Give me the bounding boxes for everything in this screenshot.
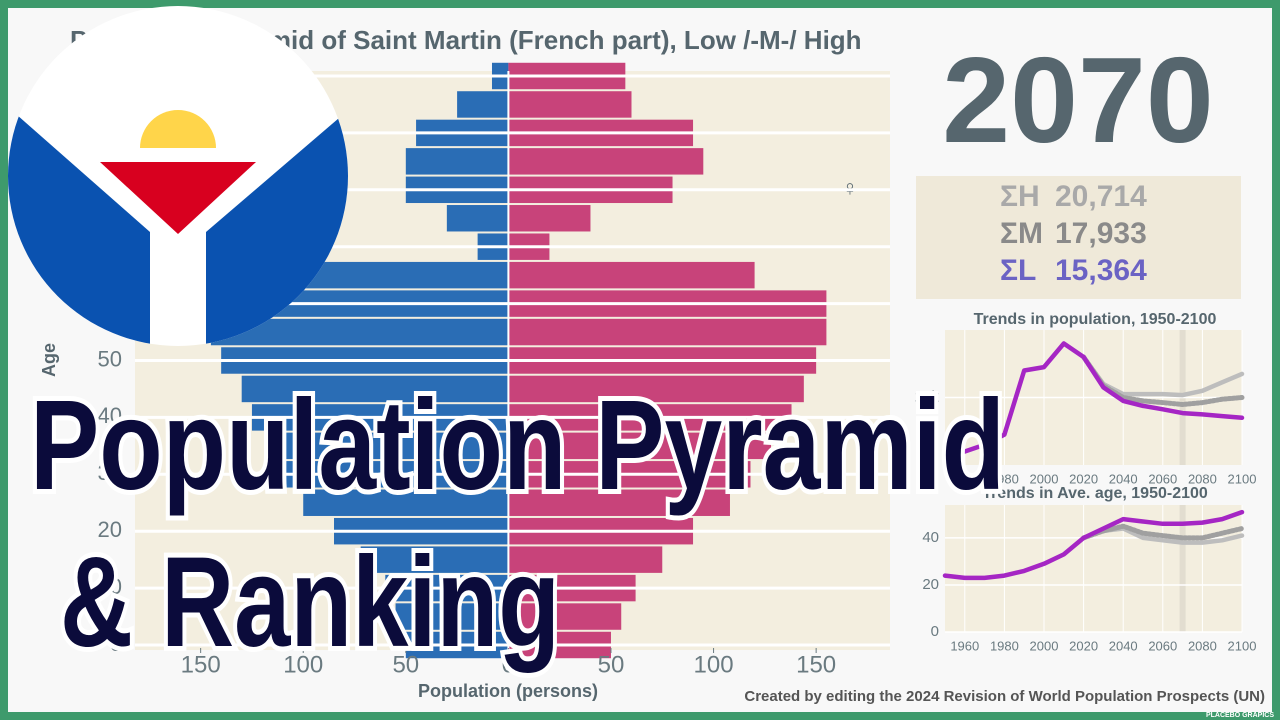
overlay-title: Population Pyramid — [30, 374, 1005, 517]
bar — [266, 432, 509, 460]
y-tick-label: 20 — [98, 517, 122, 542]
y-axis-label: Age — [39, 343, 59, 377]
y-tick-label: 30 — [98, 460, 122, 485]
x-tick-label: 2040 — [1109, 638, 1138, 653]
year: 2070 — [942, 32, 1213, 168]
stat-label: ΣL — [1000, 254, 1036, 287]
bar — [508, 489, 730, 516]
x-tick-label: 2020 — [1069, 638, 1098, 653]
x-tick-label: 100 — [694, 651, 734, 678]
series-line — [1081, 523, 1245, 541]
y-tick-label: 50 — [98, 346, 122, 371]
x-tick-label: 2000 — [1030, 638, 1059, 653]
series-line — [942, 509, 1245, 581]
bar — [508, 205, 591, 232]
bar — [457, 91, 509, 118]
x-tick-label: 1960 — [950, 638, 979, 653]
y-tick-label: 20 — [922, 576, 939, 593]
bar — [508, 91, 632, 118]
bar — [508, 546, 663, 573]
stat-label: ΣH — [1000, 180, 1040, 213]
bar — [446, 205, 509, 232]
bar — [508, 148, 704, 175]
trend-title: Trends in Ave. age, 1950-2100 — [982, 485, 1208, 502]
x-tick-label: 1980 — [990, 471, 1019, 486]
bar — [508, 432, 772, 460]
y-tick-label: 10 — [98, 574, 122, 599]
stat-value: 20,714 — [1055, 180, 1147, 213]
bar — [303, 489, 509, 516]
bar — [508, 261, 755, 289]
x-tick-label: 100 — [283, 651, 323, 678]
x-tick-label: 150 — [181, 651, 221, 678]
stat-value: 15,364 — [1055, 254, 1147, 287]
x-tick-label: 2060 — [1148, 471, 1177, 486]
flag — [8, 6, 348, 346]
y-tick-label: 40 — [98, 403, 122, 428]
y-tick-label: 0 — [110, 631, 122, 656]
series-line — [942, 341, 1245, 458]
x-tick-label: 2100 — [1228, 471, 1257, 486]
bar — [241, 375, 509, 403]
bar — [395, 603, 509, 630]
overlay-subtitle: & Ranking — [60, 531, 560, 674]
y-tick-label: 40 — [922, 529, 939, 546]
bar — [360, 546, 509, 573]
y-tick-label: 0 — [931, 623, 939, 640]
x-tick-label: 50 — [598, 651, 625, 678]
age-trend-background — [945, 505, 1242, 632]
stats-box — [916, 176, 1241, 299]
credit: Created by editing the 2024 Revision of … — [744, 688, 1265, 705]
bar — [405, 148, 509, 175]
x-tick-label: 1980 — [990, 638, 1019, 653]
stat-label: ΣM — [1000, 217, 1043, 250]
x-axis-label: Population (persons) — [418, 681, 598, 701]
x-tick-label: 2080 — [1188, 471, 1217, 486]
x-tick-label: 2080 — [1188, 638, 1217, 653]
x-tick-label: 50 — [392, 651, 419, 678]
x-tick-label: 2040 — [1109, 471, 1138, 486]
y-tick-label: 20k — [915, 388, 940, 405]
bar — [508, 603, 622, 630]
brand: PLACEBO GRAPICS — [1206, 712, 1274, 719]
stat-value: 17,933 — [1055, 217, 1147, 250]
x-tick-label: 2020 — [1069, 471, 1098, 486]
x-tick-label: 1960 — [950, 471, 979, 486]
x-tick-label: 0 — [502, 651, 515, 678]
legend-symbol: ♀ — [842, 176, 859, 201]
bar — [508, 318, 827, 346]
trend-title: Trends in population, 1950-2100 — [974, 311, 1217, 328]
x-tick-label: 150 — [796, 651, 836, 678]
plots: ΣH20,714ΣM17,933ΣL15,364♂♀01020304050607… — [85, 62, 1256, 679]
x-tick-label: 2060 — [1148, 638, 1177, 653]
x-tick-label: 2100 — [1228, 638, 1257, 653]
x-tick-label: 2000 — [1030, 471, 1059, 486]
bar — [508, 375, 804, 403]
